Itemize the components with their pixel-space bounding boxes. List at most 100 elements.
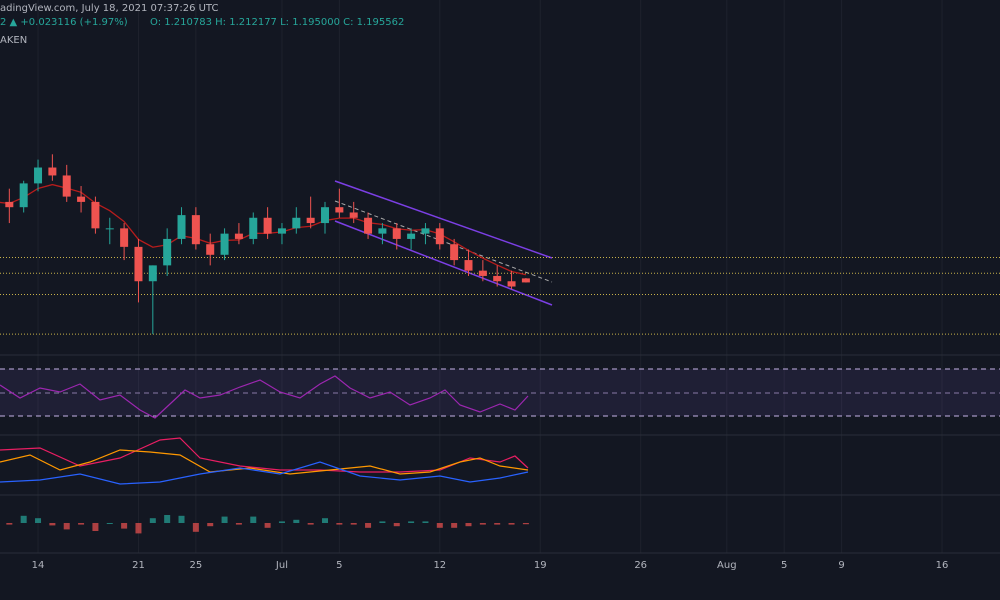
histogram xyxy=(6,515,529,534)
candle-body xyxy=(407,233,416,239)
candle-body xyxy=(493,275,502,282)
histogram-bar xyxy=(494,523,501,525)
histogram-bar xyxy=(350,523,357,525)
candle-body xyxy=(521,278,530,283)
candle-body xyxy=(5,201,14,208)
histogram-bar xyxy=(63,523,70,530)
x-tick-label: 5 xyxy=(336,560,342,571)
histogram-bar xyxy=(192,523,199,532)
candle-body xyxy=(478,270,487,276)
histogram-bar xyxy=(121,523,128,529)
grid xyxy=(37,0,943,553)
candle-body xyxy=(148,265,157,282)
x-tick-label: 14 xyxy=(32,560,45,571)
candle-body xyxy=(349,212,358,218)
candle-body xyxy=(177,215,186,239)
histogram-bar xyxy=(6,523,13,525)
rsi-line xyxy=(0,375,529,419)
candle-body xyxy=(392,228,401,239)
histogram-bar xyxy=(78,523,85,525)
histogram-bar xyxy=(422,521,429,523)
histogram-bar xyxy=(393,523,400,527)
histogram-bar xyxy=(379,521,386,523)
x-tick-label: 21 xyxy=(132,560,145,571)
histogram-bar xyxy=(307,523,314,525)
header-exchange: AKEN xyxy=(0,35,27,46)
candle-body xyxy=(378,228,387,234)
candle-body xyxy=(335,207,344,213)
candle-body xyxy=(206,244,215,255)
histogram-bar xyxy=(336,523,343,525)
header-ohlc: O: 1.210783 H: 1.212177 L: 1.195000 C: 1… xyxy=(150,17,404,28)
histogram-bar xyxy=(235,523,242,525)
histogram-bar xyxy=(436,523,443,528)
histogram-bar xyxy=(451,523,458,528)
candle-body xyxy=(105,228,114,230)
candle-body xyxy=(306,217,315,224)
histogram-bar xyxy=(479,523,486,525)
candle-body xyxy=(220,233,229,255)
indicator-line xyxy=(0,437,529,473)
header-change: 2 ▲ +0.023116 (+1.97%) xyxy=(0,17,128,28)
candle-body xyxy=(48,167,57,176)
histogram-bar xyxy=(408,521,415,523)
candle-body xyxy=(91,201,100,229)
histogram-bar xyxy=(293,519,300,523)
candle-body xyxy=(464,260,473,271)
histogram-bar xyxy=(20,515,27,523)
candle-body xyxy=(134,246,143,282)
histogram-bar xyxy=(278,521,285,523)
x-tick-label: 12 xyxy=(433,560,446,571)
candle-body xyxy=(120,228,129,247)
candle-body xyxy=(364,217,373,234)
channel-bottom xyxy=(334,220,553,306)
candle-body xyxy=(277,228,286,234)
histogram-bar xyxy=(35,518,42,523)
candle-body xyxy=(19,183,28,208)
x-tick-label: Jul xyxy=(275,560,288,571)
histogram-bar xyxy=(164,515,171,523)
histogram-bar xyxy=(106,523,113,524)
header-source: adingView.com, July 18, 2021 07:37:26 UT… xyxy=(0,3,218,14)
candle-body xyxy=(435,228,444,245)
candle-body xyxy=(191,215,200,245)
histogram-bar xyxy=(264,523,271,528)
histogram-bar xyxy=(250,516,257,523)
candle-body xyxy=(77,196,86,202)
x-tick-label: 26 xyxy=(634,560,647,571)
histogram-bar xyxy=(221,516,228,523)
x-tick-label: 16 xyxy=(936,560,949,571)
histogram-bar xyxy=(49,523,56,526)
candle-body xyxy=(507,281,516,287)
candle-body xyxy=(34,167,43,184)
histogram-bar xyxy=(92,523,99,531)
candle-body xyxy=(62,175,71,197)
histogram-bar xyxy=(465,523,472,527)
x-tick-label: 5 xyxy=(781,560,787,571)
candle-body xyxy=(421,228,430,234)
candle-body xyxy=(163,238,172,266)
candle-body xyxy=(263,217,272,234)
x-tick-label: 25 xyxy=(190,560,203,571)
histogram-bar xyxy=(365,523,372,528)
histogram-bar xyxy=(149,518,156,523)
histogram-bar xyxy=(522,523,529,525)
histogram-bar xyxy=(178,515,185,523)
x-tick-label: Aug xyxy=(717,560,737,571)
channel-top xyxy=(334,180,553,259)
indicator-line xyxy=(0,461,529,485)
candle-body xyxy=(234,233,243,239)
histogram-bar xyxy=(322,518,329,523)
x-tick-label: 19 xyxy=(534,560,547,571)
histogram-bar xyxy=(508,523,515,525)
candle-body xyxy=(450,244,459,261)
candle-body xyxy=(292,217,301,229)
x-tick-label: 9 xyxy=(838,560,844,571)
indicator-line xyxy=(0,449,529,475)
histogram-bar xyxy=(207,523,214,527)
candle-body xyxy=(321,207,330,224)
candle-body xyxy=(249,217,258,239)
